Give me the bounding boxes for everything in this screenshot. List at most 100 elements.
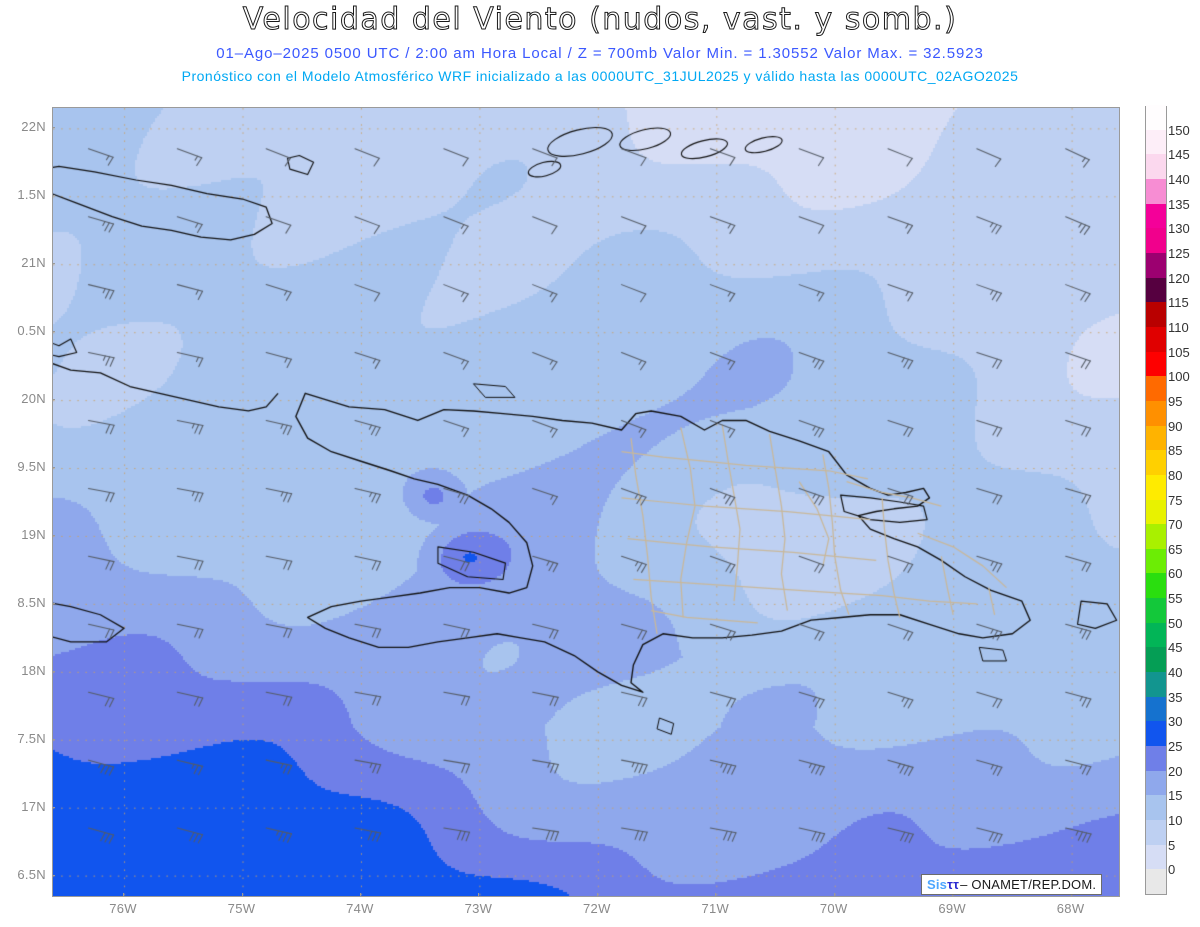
- colorbar-swatch: [1146, 227, 1166, 253]
- colorbar-swatch: [1146, 770, 1166, 796]
- colorbar-swatch: [1146, 499, 1166, 525]
- colorbar-swatch: [1146, 449, 1166, 475]
- colorbar-tick-label: 5: [1168, 837, 1176, 853]
- colorbar-swatch: [1146, 301, 1166, 327]
- chart-header: Velocidad del Viento (nudos, vast. y som…: [0, 0, 1200, 95]
- colorbar-swatch: [1146, 425, 1166, 451]
- colorbar-swatch: [1146, 597, 1166, 623]
- x-axis-tick-mark: [123, 893, 125, 896]
- colorbar-tick-label: 30: [1168, 714, 1183, 730]
- x-axis-tick-mark: [715, 893, 717, 896]
- colorbar-tick-label: 70: [1168, 517, 1183, 533]
- credit-watermark: Sis ττ – ONAMET/REP.DOM.: [921, 874, 1103, 895]
- x-axis-tick-mark: [596, 893, 598, 896]
- y-axis-tick-label: 21N: [21, 255, 46, 271]
- colorbar-swatch: [1146, 646, 1166, 673]
- colorbar-swatch: [1146, 178, 1166, 204]
- colorbar-tick-label: 140: [1168, 171, 1190, 187]
- y-axis-tick-label: 17N: [21, 798, 46, 814]
- colorbar-swatch: [1146, 104, 1166, 130]
- colorbar-swatch: [1146, 745, 1166, 771]
- colorbar-swatch: [1146, 696, 1166, 722]
- colorbar-swatch: [1146, 523, 1166, 549]
- colorbar-swatch: [1146, 351, 1166, 377]
- colorbar-swatch: [1146, 671, 1166, 697]
- y-axis-tick-mark: [52, 738, 55, 740]
- colorbar-tick-label: 35: [1168, 689, 1183, 705]
- y-axis-tick-mark: [52, 534, 55, 536]
- y-axis-tick-mark: [52, 263, 55, 265]
- y-axis-tick-label: 20N: [21, 391, 46, 407]
- watermark-agency-text: – ONAMET/REP.DOM.: [960, 877, 1097, 892]
- y-axis-tick-label: 7.5N: [17, 730, 46, 746]
- y-axis-tick-mark: [52, 602, 55, 604]
- y-axis-tick-label: 22N: [21, 119, 46, 135]
- y-axis-tick-label: 19N: [21, 526, 46, 542]
- colorbar-tick-label: 110: [1168, 319, 1189, 335]
- colorbar-swatch: [1146, 720, 1166, 747]
- colorbar-tick-label: 55: [1168, 591, 1183, 607]
- x-axis-tick-label: 75W: [227, 901, 256, 916]
- x-axis-tick-label: 68W: [1056, 901, 1085, 916]
- x-axis-tick-mark: [359, 893, 361, 896]
- y-axis-tick-label: 6.5N: [17, 866, 46, 882]
- colorbar-tick-label: 0: [1168, 862, 1176, 878]
- colorbar-swatch: [1146, 474, 1166, 500]
- colorbar-swatch: [1146, 277, 1166, 303]
- colorbar-tick-label: 50: [1168, 615, 1183, 631]
- colorbar-swatch: [1146, 129, 1166, 155]
- colorbar-swatch: [1146, 844, 1166, 870]
- watermark-sis-text: Sis: [927, 877, 948, 892]
- colorbar-swatch: [1146, 400, 1166, 426]
- colorbar-swatch: [1146, 153, 1166, 179]
- colorbar-swatch: [1146, 375, 1166, 401]
- colorbar-tick-label: 125: [1168, 245, 1190, 261]
- y-axis-tick-mark: [52, 331, 55, 333]
- x-axis-tick-mark: [833, 893, 835, 896]
- colorbar-tick-label: 80: [1168, 467, 1183, 483]
- colorbar-tick-label: 130: [1168, 221, 1190, 237]
- colorbar-swatch: [1146, 252, 1166, 278]
- colorbar-tick-label: 75: [1168, 492, 1183, 508]
- wind-speed-shaded-field: [53, 108, 1119, 896]
- y-axis-tick-mark: [52, 127, 55, 129]
- y-axis-tick-mark: [52, 806, 55, 808]
- colorbar-swatch: [1146, 622, 1166, 648]
- x-axis-tick-label: 71W: [701, 901, 730, 916]
- y-axis-tick-label: 8.5N: [17, 594, 46, 610]
- colorbar-tick-label: 115: [1168, 295, 1189, 311]
- colorbar-swatch: [1146, 548, 1166, 574]
- colorbar-tick-label: 60: [1168, 566, 1183, 582]
- x-axis-tick-mark: [241, 893, 243, 896]
- y-axis-tick-mark: [52, 399, 55, 401]
- colorbar-tick-label: 65: [1168, 541, 1183, 557]
- y-axis-tick-mark: [52, 195, 55, 197]
- x-axis-tick-mark: [478, 893, 480, 896]
- colorbar-tick-label: 120: [1168, 270, 1190, 286]
- colorbar-tick-label: 85: [1168, 443, 1183, 459]
- x-axis-tick-label: 76W: [109, 901, 137, 916]
- colorbar-tick-label: 90: [1168, 418, 1183, 434]
- colorbar-swatch: [1146, 326, 1166, 352]
- x-axis-tick-label: 69W: [938, 901, 966, 916]
- colorbar-swatch: [1146, 203, 1166, 229]
- colorbar-tick-label: 25: [1168, 739, 1183, 755]
- colorbar-swatch: [1146, 868, 1166, 894]
- x-axis-tick-label: 70W: [819, 901, 848, 916]
- page-title: Velocidad del Viento (nudos, vast. y som…: [242, 2, 958, 38]
- colorbar-swatch: [1146, 794, 1166, 821]
- weather-map-plot-area[interactable]: [52, 107, 1120, 897]
- colorbar-tick-label: 100: [1168, 369, 1190, 385]
- colorbar: [1145, 104, 1167, 895]
- y-axis-tick-mark: [52, 874, 55, 876]
- y-axis-tick-label: 1.5N: [17, 187, 46, 203]
- y-axis-tick-label: 0.5N: [17, 323, 46, 339]
- colorbar-tick-label: 145: [1168, 147, 1190, 163]
- colorbar-tick-label: 45: [1168, 640, 1183, 656]
- subtitle-run-info: 01–Ago–2025 0500 UTC / 2:00 am Hora Loca…: [216, 45, 984, 62]
- colorbar-tick-label: 20: [1168, 763, 1183, 779]
- colorbar-swatch: [1146, 819, 1166, 845]
- colorbar-tick-label: 10: [1168, 813, 1183, 829]
- y-axis-tick-mark: [52, 670, 55, 672]
- colorbar-tick-label: 150: [1168, 122, 1190, 138]
